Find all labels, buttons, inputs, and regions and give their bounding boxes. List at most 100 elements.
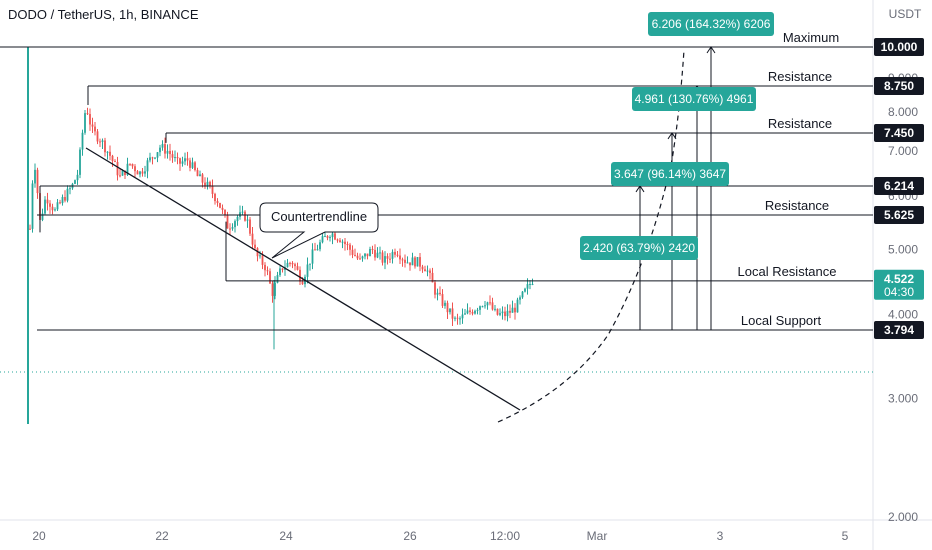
candle-body	[189, 160, 191, 168]
current-price-tag	[874, 269, 924, 300]
candle-body	[249, 219, 251, 234]
candle-body	[29, 228, 31, 230]
candle-body	[406, 262, 409, 264]
candle-body	[449, 308, 451, 313]
candle-body	[226, 214, 229, 229]
target-arrow-head	[706, 46, 716, 54]
candle-body	[526, 284, 529, 289]
candle-body	[416, 257, 419, 267]
candle-body	[481, 306, 484, 308]
candle-body	[56, 202, 59, 210]
countertrendline-callout[interactable]: Countertrendline	[259, 202, 379, 259]
price-tag	[874, 206, 924, 225]
candle-body	[446, 302, 449, 313]
candle-body	[429, 270, 431, 273]
y-tick-label: 3.000	[888, 392, 918, 406]
candle-body	[41, 213, 44, 220]
candle-body	[139, 171, 141, 175]
candle-body	[134, 166, 136, 172]
candle-body	[364, 253, 366, 257]
candle-body	[354, 254, 356, 256]
candle-body	[494, 308, 496, 310]
candle-body	[521, 291, 524, 298]
target-badge[interactable]	[611, 162, 729, 186]
countertrendline[interactable]	[85, 147, 521, 411]
candle-body	[231, 227, 234, 229]
candle-body	[74, 180, 76, 184]
candle-body	[441, 294, 444, 306]
candle-body	[161, 144, 164, 148]
candle-body	[519, 297, 521, 300]
candle-body	[301, 281, 304, 285]
candle-body	[214, 193, 216, 202]
target-arrow-head	[667, 132, 677, 140]
price-tag-text: 7.450	[884, 126, 914, 140]
candle-body	[274, 282, 276, 296]
candle-body	[44, 199, 46, 214]
candle-body	[299, 269, 301, 282]
candle-body	[469, 310, 471, 312]
projection-curve	[497, 49, 685, 423]
candle-body	[221, 207, 224, 210]
candle-body	[504, 311, 506, 317]
price-tag	[874, 76, 924, 95]
level-label: Local Support	[741, 313, 822, 328]
candle-body	[69, 188, 71, 190]
target-badges: 2.420 (63.79%) 2420 3.647 (96.14%) 3647 4.…	[580, 12, 774, 260]
candle-body	[89, 114, 91, 125]
candle-body	[281, 268, 284, 270]
candle-body	[321, 236, 324, 243]
target-badge[interactable]	[580, 236, 698, 260]
level-label: Resistance	[768, 69, 832, 84]
target-badge-text: 3.647 (96.14%) 3647	[614, 167, 726, 181]
x-tick-label: 24	[279, 529, 293, 543]
candle-body	[414, 257, 416, 267]
candle-body	[206, 181, 209, 187]
price-tag	[874, 38, 924, 56]
current-price-text: 4.522	[884, 272, 914, 286]
x-tick-label: 5	[842, 529, 849, 543]
candle-body	[359, 258, 361, 260]
x-tick-label: 3	[717, 529, 724, 543]
candle-body	[336, 239, 339, 241]
candle-body	[331, 233, 334, 238]
target-badge-text: 4.961 (130.76%) 4961	[635, 92, 754, 106]
candle-body	[99, 141, 101, 143]
candle-body	[199, 174, 201, 177]
target-badge[interactable]	[648, 12, 774, 36]
callout-bubble	[259, 202, 379, 259]
candle-body	[276, 275, 279, 283]
y-tick-label: 4.000	[888, 308, 918, 322]
candle-body	[341, 241, 344, 243]
candle-body	[171, 154, 174, 158]
candle-body	[511, 307, 514, 313]
price-tag-text: 6.214	[884, 179, 914, 193]
candle-body	[381, 252, 384, 263]
candle-body	[514, 307, 516, 313]
candle-body	[146, 160, 149, 172]
candle-body	[411, 257, 414, 266]
candle-body	[524, 288, 526, 292]
candle-body	[121, 170, 124, 176]
candle-body	[49, 203, 51, 207]
candle-body	[486, 302, 489, 306]
horizontal-levels: Maximum Resistance Resistance Resistance Loc…	[0, 30, 873, 331]
currency-label: USDT	[889, 7, 922, 21]
candle-body	[96, 131, 99, 142]
candle-body	[154, 157, 156, 159]
candle-body	[421, 266, 424, 270]
candle-body	[86, 113, 89, 115]
candle-body	[389, 258, 391, 260]
candle-body	[451, 308, 454, 319]
candle-body	[454, 317, 456, 319]
candle-body	[181, 161, 184, 164]
candle-body	[391, 251, 394, 259]
candle-body	[109, 151, 111, 156]
candle-body	[84, 113, 86, 133]
price-tag-text: 8.750	[884, 79, 914, 93]
candle-body	[34, 169, 36, 184]
target-badge[interactable]	[632, 87, 756, 111]
level-label: Maximum	[783, 30, 839, 45]
candle-body	[501, 311, 504, 314]
